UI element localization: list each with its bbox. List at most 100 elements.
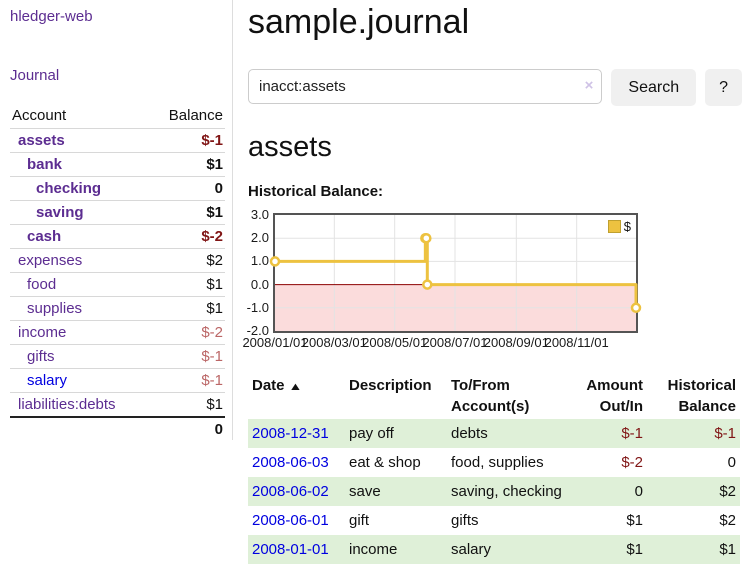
account-link[interactable]: saving: [36, 204, 84, 221]
chart-title: Historical Balance:: [248, 183, 384, 200]
transaction-row: 2008-12-31 pay off debts $-1 $-1: [248, 419, 740, 448]
account-balance: $1: [206, 396, 223, 413]
transaction-description: pay off: [349, 425, 394, 442]
account-link[interactable]: gifts: [27, 348, 55, 365]
account-link[interactable]: income: [18, 324, 67, 341]
account-link[interactable]: expenses: [18, 252, 83, 269]
account-row: assets $-1: [10, 128, 225, 153]
register-table: Date ▲ Description To/From Account(s) Amount O…: [248, 373, 740, 564]
search-input[interactable]: [248, 69, 603, 104]
transaction-row: 2008-06-01 gift gifts $1 $2: [248, 506, 740, 535]
account-row: saving $1: [10, 200, 225, 225]
account-balance: $1: [206, 276, 223, 293]
transaction-date-link[interactable]: 2008-06-01: [252, 512, 329, 529]
account-link[interactable]: assets: [18, 132, 65, 149]
transaction-accounts: food, supplies: [451, 454, 544, 471]
account-row: salary $-1: [10, 368, 225, 393]
account-link[interactable]: checking: [36, 180, 102, 197]
transaction-date-link[interactable]: 2008-06-02: [252, 483, 329, 500]
account-balance: $1: [206, 204, 223, 221]
transaction-amount: $1: [626, 541, 643, 558]
account-row: expenses $2: [10, 248, 225, 273]
account-link[interactable]: supplies: [27, 300, 83, 317]
account-row: checking 0: [10, 176, 225, 201]
app-title-link[interactable]: hledger-web: [10, 8, 93, 25]
account-balance: $-1: [201, 372, 223, 389]
register-header-c-date[interactable]: Date ▲: [248, 373, 345, 419]
y-tick-label: -2.0: [246, 323, 269, 338]
transaction-row: 2008-01-01 income salary $1 $1: [248, 535, 740, 564]
transaction-amount: $1: [626, 512, 643, 529]
transaction-accounts: gifts: [451, 512, 479, 529]
search-button[interactable]: Search: [611, 69, 697, 106]
y-tick-label: 2.0: [250, 230, 269, 246]
y-tick-label: 1.0: [250, 253, 269, 269]
search-form: × Search ?: [248, 69, 742, 106]
account-link[interactable]: food: [27, 276, 57, 293]
legend-label: $: [623, 219, 631, 234]
transaction-description: gift: [349, 512, 370, 529]
x-tick-label: 2008/05/01: [362, 335, 428, 350]
transaction-row: 2008-06-02 save saving, checking 0 $2: [248, 477, 740, 506]
transaction-description: eat & shop: [349, 454, 421, 471]
transaction-amount: 0: [634, 483, 643, 500]
register-header-row: Date ▲ Description To/From Account(s) Amount O…: [248, 373, 740, 419]
legend-swatch-icon: [607, 220, 621, 233]
sort-asc-icon: ▲: [287, 381, 303, 393]
accounts-header-balance: Balance: [168, 107, 223, 124]
transaction-balance: $2: [719, 512, 736, 529]
balance-chart: 3.0 2.0 1.0 0.0 -1.0 -2.0 $ 2008/01/01 2008/03…: [242, 207, 642, 350]
account-link[interactable]: bank: [27, 156, 63, 173]
transaction-accounts: salary: [451, 541, 492, 558]
clear-search-icon[interactable]: ×: [584, 77, 594, 94]
transaction-accounts: debts: [451, 425, 488, 442]
account-balance: $1: [206, 156, 223, 173]
transaction-row: 2008-06-03 eat & shop food, supplies $-2 0: [248, 448, 740, 477]
page-title: sample.journal: [248, 3, 470, 41]
account-link[interactable]: salary: [27, 372, 68, 389]
account-balance: $1: [206, 300, 223, 317]
transaction-amount: $-2: [621, 454, 643, 471]
help-button[interactable]: ?: [705, 69, 742, 106]
register-header-c-desc: Description: [349, 377, 432, 394]
account-row: supplies $1: [10, 296, 225, 321]
nav-journal-link[interactable]: Journal: [10, 67, 60, 84]
chart-canvas: [269, 215, 642, 331]
chart-legend: $: [607, 219, 631, 234]
y-tick-label: -1.0: [246, 299, 269, 315]
transaction-balance: $-1: [714, 425, 736, 442]
register-header-c-amt: Amount Out/In: [586, 377, 643, 415]
account-row: bank $1: [10, 152, 225, 177]
account-row: gifts $-1: [10, 344, 225, 369]
x-tick-label: 2008/11/01: [544, 335, 609, 350]
x-tick-label: 2008/01/01: [242, 335, 308, 350]
transaction-balance: $1: [719, 541, 736, 558]
transaction-description: save: [349, 483, 381, 500]
accounts-table: Account Balance assets $-1 bank $1 checking 0…: [10, 104, 225, 441]
transaction-date-link[interactable]: 2008-12-31: [252, 425, 329, 442]
account-link[interactable]: liabilities:debts: [18, 396, 116, 413]
transaction-date-link[interactable]: 2008-01-01: [252, 541, 329, 558]
register-header-c-bal: Historical Balance: [667, 377, 736, 415]
transaction-balance: 0: [727, 454, 736, 471]
transaction-balance: $2: [719, 483, 736, 500]
y-tick-label: 0.0: [250, 276, 269, 292]
transaction-description: income: [349, 541, 398, 558]
account-balance: $-1: [201, 132, 223, 149]
account-balance: $-1: [201, 348, 223, 365]
account-row: income $-2: [10, 320, 225, 345]
accounts-header-account: Account: [12, 107, 67, 124]
x-tick-label: 2008/09/01: [483, 335, 549, 350]
register-body: 2008-12-31 pay off debts $-1 $-1 2008-06-03 ea…: [248, 419, 740, 564]
transaction-date-link[interactable]: 2008-06-03: [252, 454, 329, 471]
accounts-table-body: assets $-1 bank $1 checking 0 saving $1 cash $-2 e…: [10, 128, 225, 418]
account-link[interactable]: cash: [27, 228, 62, 245]
register-header-c-accts: To/From Account(s): [451, 377, 530, 415]
account-heading: assets: [248, 131, 332, 163]
transaction-amount: $-1: [621, 425, 643, 442]
accounts-total-row: 0: [10, 417, 225, 441]
y-tick-label: 3.0: [250, 207, 269, 222]
chart-plot-area: $: [269, 213, 642, 333]
x-tick-label: 2008/07/01: [422, 335, 488, 350]
